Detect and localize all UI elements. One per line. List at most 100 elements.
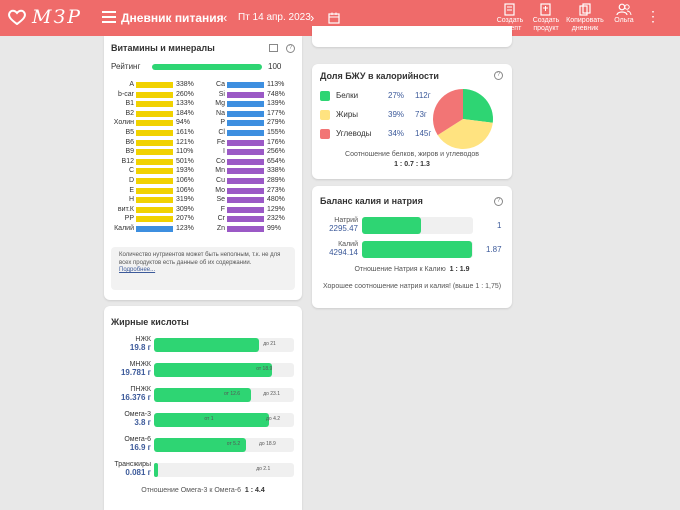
fatty-acid-name[interactable]: Омега-3 bbox=[124, 411, 151, 418]
vitamin-row[interactable]: D 106% bbox=[110, 176, 194, 186]
mineral-name[interactable]: Fe bbox=[216, 138, 225, 146]
fatty-acid-limit[interactable]: от 12.6 bbox=[224, 391, 241, 397]
mineral-row[interactable]: Mn 338% bbox=[201, 166, 285, 176]
vitamin-row[interactable]: PP 207% bbox=[110, 214, 194, 224]
fatty-acid-value[interactable]: 16.376 г bbox=[120, 393, 151, 402]
fatty-acid-limit[interactable]: от 1 bbox=[204, 416, 214, 422]
mineral-balance-name[interactable]: Натрий bbox=[334, 217, 358, 224]
mineral-name[interactable]: Co bbox=[216, 157, 225, 165]
fatty-acid-limit[interactable]: от 5.2 bbox=[226, 441, 241, 447]
fatty-acid-value[interactable]: 16.9 г bbox=[129, 443, 151, 452]
mineral-percent[interactable]: 273% bbox=[267, 186, 285, 194]
mineral-row[interactable]: Fe 176% bbox=[201, 138, 285, 148]
mineral-row[interactable]: Si 748% bbox=[201, 90, 285, 100]
fatty-acid-value[interactable]: 0.081 г bbox=[125, 468, 151, 477]
mineral-name[interactable]: P bbox=[220, 119, 225, 127]
vitamin-bar[interactable] bbox=[136, 130, 173, 136]
vitamin-bar[interactable] bbox=[136, 206, 173, 213]
vitamin-row[interactable]: B1 133% bbox=[110, 99, 194, 109]
fatty-acid-limit[interactable]: от 18.9 bbox=[256, 366, 273, 372]
bju-name[interactable]: Белки bbox=[336, 91, 359, 100]
fatty-acid-label[interactable]: МНЖК 19.781 г bbox=[103, 361, 151, 377]
vitamin-bar[interactable] bbox=[136, 226, 173, 232]
mineral-balance-ratio[interactable]: 1 bbox=[497, 221, 502, 230]
vitamin-percent[interactable]: 94% bbox=[176, 119, 191, 127]
vitamin-percent[interactable]: 207% bbox=[176, 215, 194, 223]
mineral-percent[interactable]: 480% bbox=[267, 196, 285, 204]
fatty-acid-label[interactable]: ПНЖК 16.376 г bbox=[103, 386, 151, 402]
note-more-link[interactable]: Подробнее... bbox=[119, 267, 156, 273]
mineral-percent[interactable]: 256% bbox=[267, 148, 285, 156]
bju-swatch[interactable] bbox=[320, 91, 330, 101]
mineral-balance-ratio[interactable]: 1.87 bbox=[486, 245, 502, 254]
mineral-name[interactable]: F bbox=[220, 205, 225, 213]
mineral-percent[interactable]: 129% bbox=[267, 205, 285, 213]
mineral-row[interactable]: Cr 232% bbox=[201, 214, 285, 224]
fatty-acid-label[interactable]: Трансжиры 0.081 г bbox=[103, 461, 151, 477]
fatty-acid-track[interactable]: до 2.1 bbox=[154, 463, 294, 477]
fatty-acid-name[interactable]: МНЖК bbox=[129, 361, 151, 368]
vitamin-name[interactable]: B5 bbox=[125, 129, 134, 136]
mineral-bar[interactable] bbox=[227, 187, 264, 194]
mineral-bar[interactable] bbox=[227, 197, 264, 204]
fatty-acid-track[interactable]: от 18.9 bbox=[154, 363, 294, 377]
vitamin-name[interactable]: PP bbox=[124, 215, 134, 223]
mineral-row[interactable]: Zn 99% bbox=[201, 224, 281, 234]
mineral-bar[interactable] bbox=[227, 130, 264, 136]
bju-name[interactable]: Углеводы bbox=[336, 129, 372, 138]
vitamin-row[interactable]: E 106% bbox=[110, 186, 194, 196]
bju-legend-item[interactable]: Белки 27% 112г bbox=[320, 90, 431, 102]
vitamin-row[interactable]: B5 161% bbox=[110, 128, 194, 138]
fatty-acid-track[interactable]: до 21 bbox=[154, 338, 294, 352]
vitamin-row[interactable]: b-car 260% bbox=[110, 90, 194, 100]
mineral-name[interactable]: Cu bbox=[216, 177, 225, 184]
calendar-icon[interactable] bbox=[328, 12, 340, 24]
logo[interactable]: МЗР bbox=[8, 6, 82, 28]
fatty-acid-limit[interactable]: до 4.2 bbox=[266, 416, 281, 422]
bju-swatch[interactable] bbox=[320, 110, 330, 120]
mineral-name[interactable]: Cr bbox=[217, 215, 225, 223]
fatty-acid-bar[interactable] bbox=[154, 438, 247, 452]
mineral-percent[interactable]: 139% bbox=[267, 100, 285, 108]
mineral-percent[interactable]: 155% bbox=[267, 129, 285, 136]
vitamin-bar[interactable] bbox=[136, 149, 173, 156]
mineral-bar[interactable] bbox=[227, 158, 264, 165]
mineral-balance-label[interactable]: Калий 4294.14 bbox=[308, 241, 358, 257]
mineral-row[interactable]: Se 480% bbox=[201, 195, 285, 205]
vitamin-percent[interactable]: 193% bbox=[176, 167, 194, 175]
mineral-percent[interactable]: 279% bbox=[267, 119, 285, 127]
vitamin-name[interactable]: A bbox=[129, 81, 134, 88]
mineral-row[interactable]: Mg 139% bbox=[201, 99, 285, 109]
mineral-balance-bar[interactable] bbox=[362, 217, 421, 234]
vitamin-bar[interactable] bbox=[136, 197, 173, 204]
mineral-percent[interactable]: 654% bbox=[267, 157, 285, 165]
bju-grams[interactable]: 73г bbox=[415, 110, 427, 119]
vitamin-percent[interactable]: 110% bbox=[176, 148, 194, 156]
menu-icon[interactable] bbox=[102, 11, 116, 26]
current-date[interactable]: Пт 14 апр. 2023 bbox=[238, 12, 311, 23]
vitamin-percent[interactable]: 319% bbox=[176, 196, 194, 204]
fatty-acid-track[interactable]: от 5.2 до 18.9 bbox=[154, 438, 294, 452]
fatty-acid-label[interactable]: Омега-3 3.8 г bbox=[103, 411, 151, 427]
mineral-name[interactable]: Mg bbox=[215, 100, 225, 108]
mineral-name[interactable]: Mo bbox=[215, 186, 225, 194]
sodium-help-icon[interactable]: ? bbox=[494, 197, 503, 206]
bju-grams[interactable]: 112г bbox=[415, 91, 431, 100]
mineral-percent[interactable]: 289% bbox=[267, 177, 285, 184]
vitamin-row[interactable]: H 319% bbox=[110, 195, 194, 205]
copy-diary-button[interactable]: Копировать дневник bbox=[565, 3, 605, 33]
create-product-button[interactable]: Создать продукт bbox=[530, 3, 562, 33]
mineral-name[interactable]: Na bbox=[216, 109, 225, 117]
vitamin-row[interactable]: Калий 123% bbox=[110, 224, 194, 234]
mineral-balance-name[interactable]: Калий bbox=[338, 241, 358, 248]
vitamin-percent[interactable]: 106% bbox=[176, 186, 194, 194]
vitamin-name[interactable]: C bbox=[128, 167, 134, 175]
vitamin-bar[interactable] bbox=[136, 168, 173, 175]
mineral-percent[interactable]: 748% bbox=[267, 90, 285, 98]
mineral-bar[interactable] bbox=[227, 82, 264, 88]
vitamin-row[interactable]: B2 184% bbox=[110, 109, 194, 119]
mineral-percent[interactable]: 177% bbox=[267, 109, 285, 117]
vitamin-percent[interactable]: 121% bbox=[176, 138, 194, 146]
bju-legend-item[interactable]: Углеводы 34% 145г bbox=[320, 128, 431, 140]
mineral-bar[interactable] bbox=[227, 139, 264, 146]
